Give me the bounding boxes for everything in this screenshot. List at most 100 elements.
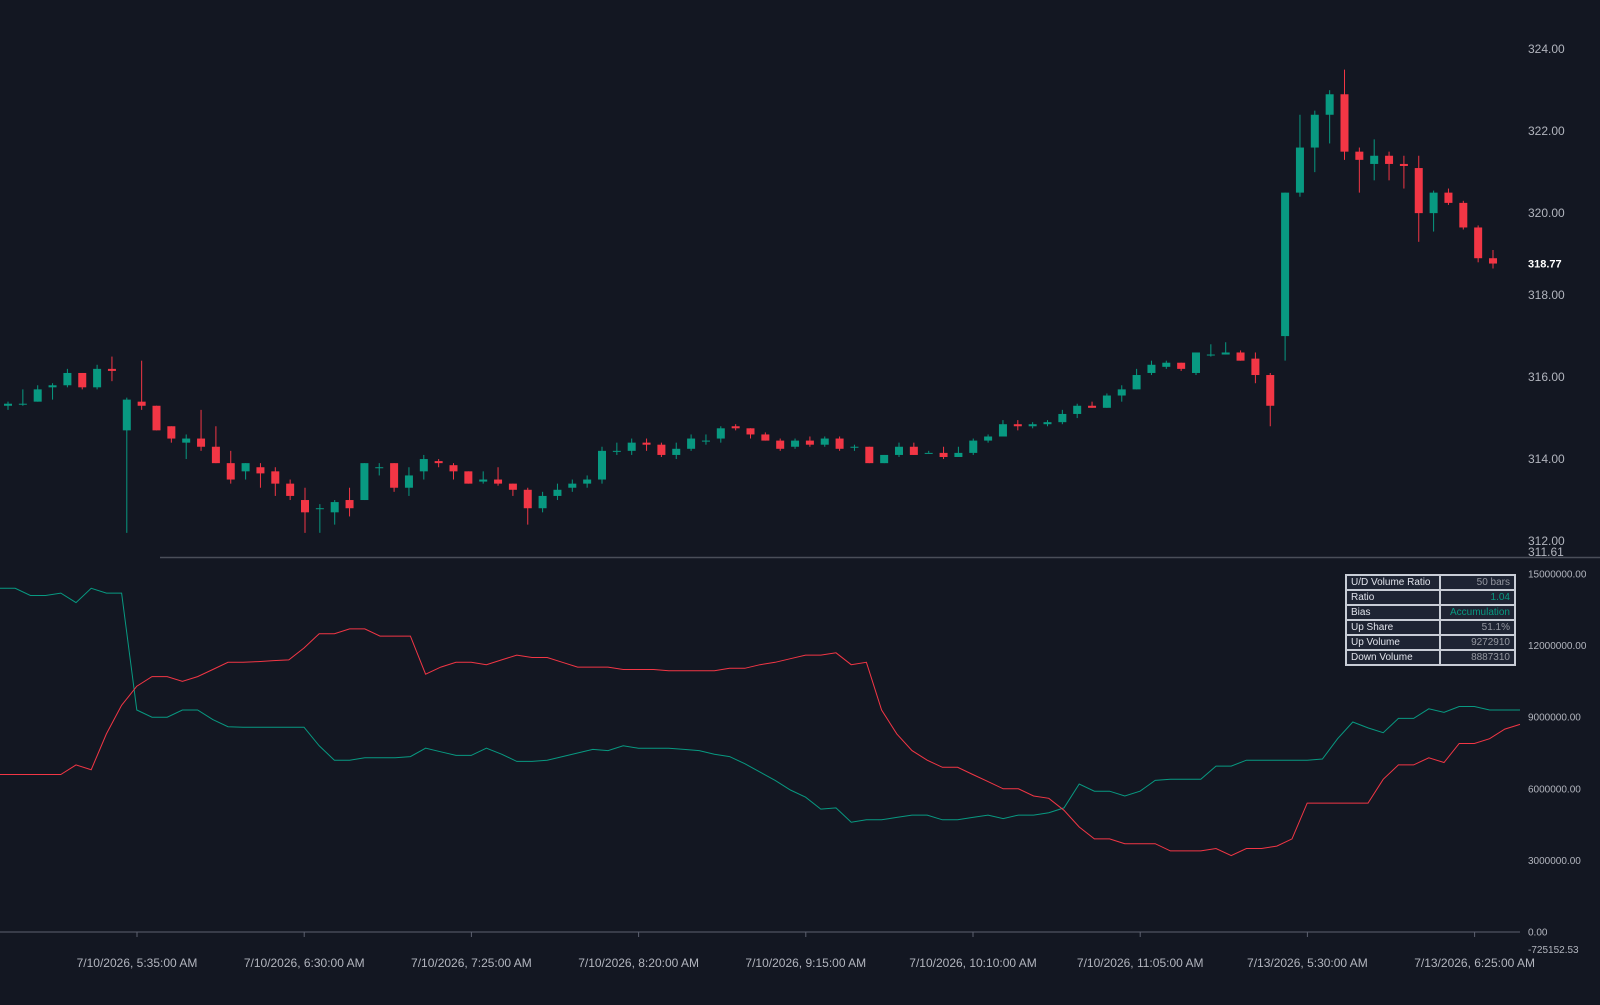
candle-body xyxy=(464,471,473,484)
down-volume-series-line xyxy=(0,628,1521,857)
candle-body xyxy=(969,440,978,453)
candle-body xyxy=(1474,227,1483,259)
candle-body xyxy=(419,459,428,472)
indicator-key: Bias xyxy=(1345,604,1441,621)
candle-body xyxy=(1444,192,1453,203)
candle-body xyxy=(984,436,993,441)
indicator-table-header: U/D Volume Ratio 50 bars xyxy=(1345,574,1516,591)
candle-body xyxy=(18,403,27,405)
time-tick-label: 7/10/2026, 9:15:00 AM xyxy=(745,956,866,970)
candle-body xyxy=(1058,413,1067,423)
candle-body xyxy=(63,372,72,386)
candle-body xyxy=(568,483,577,488)
candle-body xyxy=(1162,362,1171,367)
volume-tick-label: 0.00 xyxy=(1528,928,1548,939)
candle-body xyxy=(449,465,458,472)
indicator-row-up-share: Up Share 51.1% xyxy=(1345,619,1516,636)
candle-body xyxy=(672,448,681,455)
time-tick-label: 7/13/2026, 5:30:00 AM xyxy=(1247,956,1368,970)
price-tick-label: 314.00 xyxy=(1528,452,1565,466)
volume-tick-label: 15000000.00 xyxy=(1528,570,1587,581)
candle-body xyxy=(508,483,517,490)
candle-body xyxy=(1073,405,1082,414)
indicator-value: 1.04 xyxy=(1439,589,1516,606)
candle-body xyxy=(1177,362,1186,369)
candle-body xyxy=(375,467,384,469)
candle-body xyxy=(1236,352,1245,361)
candle-body xyxy=(612,450,621,452)
indicator-value: 9272910 xyxy=(1439,634,1516,651)
candle-body xyxy=(1385,155,1394,164)
price-axis[interactable]: 324.00 322.00 320.00 318.00 316.00 314.00 312.… xyxy=(1528,42,1565,559)
candle-body xyxy=(820,438,829,445)
candle-body xyxy=(895,446,903,455)
candle-body xyxy=(1132,375,1141,390)
volume-tick-label: 6000000.00 xyxy=(1528,784,1581,795)
volume-tick-label: 9000000.00 xyxy=(1528,713,1581,724)
candle-body xyxy=(835,438,844,449)
candle-body xyxy=(122,399,131,431)
candle-body xyxy=(256,467,265,474)
indicator-title: U/D Volume Ratio xyxy=(1345,574,1441,591)
candle-body xyxy=(1088,405,1097,408)
candle-body xyxy=(434,461,443,464)
candle-body xyxy=(939,452,948,457)
candle-body xyxy=(479,479,488,482)
candle-body xyxy=(598,450,606,480)
indicator-row-bias: Bias Accumulation xyxy=(1345,604,1516,621)
candle-body xyxy=(1370,155,1379,164)
candle-body xyxy=(1117,389,1126,396)
indicator-row-down-volume: Down Volume 8887310 xyxy=(1345,649,1516,666)
candle-body xyxy=(167,426,176,439)
candle-body xyxy=(1399,163,1408,166)
candle-body xyxy=(553,489,562,496)
candle-body xyxy=(687,438,696,449)
price-tick-label: 316.00 xyxy=(1528,370,1565,384)
indicator-value: 51.1% xyxy=(1439,619,1516,636)
candle-body xyxy=(642,442,651,445)
volume-axis[interactable]: 15000000.00 12000000.00 9000000.00 6000000.… xyxy=(1528,570,1587,956)
candle-body xyxy=(954,452,963,457)
candle-body xyxy=(494,479,503,484)
indicator-row-ratio: Ratio 1.04 xyxy=(1345,589,1516,606)
candle-body xyxy=(701,440,710,442)
candle-body xyxy=(523,489,532,509)
candle-body xyxy=(850,446,859,448)
time-tick-label: 7/10/2026, 7:25:00 AM xyxy=(411,956,532,970)
candle-body xyxy=(271,471,280,484)
candle-body xyxy=(1489,258,1497,264)
candle-body xyxy=(998,424,1007,437)
candle-body xyxy=(390,463,399,488)
time-tick-label: 7/10/2026, 6:30:00 AM xyxy=(244,956,365,970)
indicator-key: Ratio xyxy=(1345,589,1441,606)
price-tick-label: 320.00 xyxy=(1528,206,1565,220)
candle-body xyxy=(4,403,12,406)
indicator-table: U/D Volume Ratio 50 bars Ratio 1.04 Bias… xyxy=(1345,574,1516,666)
candle-body xyxy=(1459,202,1468,228)
price-pane[interactable] xyxy=(4,69,1497,533)
candle-body xyxy=(1043,422,1052,425)
candle-body xyxy=(345,500,354,509)
indicator-bars: 50 bars xyxy=(1439,574,1516,591)
candle-body xyxy=(33,389,42,402)
indicator-value: Accumulation xyxy=(1439,604,1516,621)
up-volume-series-line xyxy=(0,587,1520,823)
candle-body xyxy=(182,438,191,443)
candle-body xyxy=(924,452,933,454)
candle-body xyxy=(1266,375,1275,406)
time-tick-label: 7/10/2026, 8:20:00 AM xyxy=(578,956,699,970)
volume-pane[interactable] xyxy=(0,587,1521,933)
time-axis[interactable]: 7/10/2026, 5:35:00 AM 7/10/2026, 6:30:00 … xyxy=(77,932,1535,970)
candle-body xyxy=(909,446,918,455)
candle-body xyxy=(1221,352,1230,355)
price-tick-label: 312.00 xyxy=(1528,534,1565,548)
candle-body xyxy=(197,438,206,447)
candle-body xyxy=(137,401,146,406)
candle-body xyxy=(1325,94,1334,115)
candle-body xyxy=(241,463,250,472)
candle-body xyxy=(791,440,800,447)
volume-tick-label: 12000000.00 xyxy=(1528,641,1587,652)
candle-body xyxy=(880,454,889,464)
